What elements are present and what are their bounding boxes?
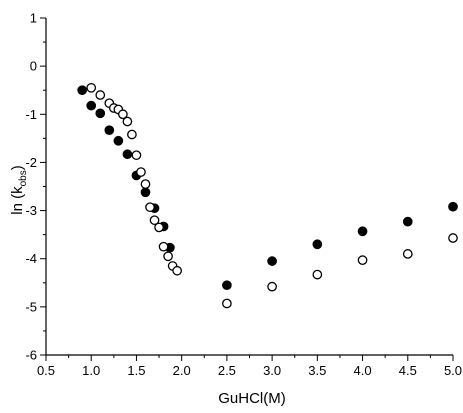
- filled-data-point: [113, 135, 124, 146]
- filled-data-point: [402, 216, 413, 227]
- filled-data-point: [77, 85, 88, 96]
- open-data-point: [131, 150, 142, 161]
- open-data-point: [127, 129, 137, 140]
- open-data-point: [158, 241, 169, 252]
- y-tick-labels: -6 -5 -4 -3 -2 -1 0 1: [25, 11, 37, 363]
- tick-marks: [40, 17, 454, 361]
- x-tick-label: 4.0: [354, 363, 372, 378]
- open-data-point: [118, 109, 128, 120]
- open-data-point: [154, 222, 164, 233]
- y-tick-label: -6: [25, 348, 37, 363]
- open-data-point: [402, 249, 413, 259]
- filled-data-point: [267, 256, 277, 266]
- x-tick-labels: 0.5 1.0 1.5 2.0 2.5 3.0 3.5 4.0 4.5 5.0: [37, 363, 462, 378]
- filled-data-point: [95, 108, 106, 119]
- x-tick-label: 3.5: [308, 363, 326, 378]
- open-data-point: [145, 202, 155, 213]
- x-tick-label: 0.5: [37, 363, 55, 378]
- filled-data-point: [222, 280, 232, 291]
- filled-data-point: [122, 149, 133, 160]
- open-data-point: [448, 233, 458, 243]
- y-tick-label: 1: [30, 11, 37, 26]
- x-tick-label: 2.0: [173, 363, 191, 378]
- y-axis-label-main: ln (k: [9, 186, 26, 215]
- x-tick-label: 1.5: [127, 363, 145, 378]
- open-data-point: [163, 251, 173, 262]
- open-data-point: [95, 90, 106, 100]
- open-data-point: [267, 281, 277, 292]
- x-tick-label: 3.0: [263, 363, 281, 378]
- x-tick-label: 4.5: [399, 363, 417, 378]
- filled-data-point: [312, 239, 323, 250]
- x-tick-label: 5.0: [444, 363, 462, 378]
- filled-data-point: [448, 201, 458, 212]
- filled-data-point: [357, 226, 368, 237]
- y-tick-label: -1: [25, 107, 37, 122]
- x-axis-label: GuHCl(M): [218, 390, 286, 407]
- open-data-point: [149, 215, 160, 226]
- open-data-point: [136, 167, 146, 177]
- y-tick-label: -3: [25, 203, 37, 218]
- open-data-point: [86, 82, 97, 93]
- filled-data-point: [104, 125, 115, 136]
- open-data-point: [122, 116, 133, 127]
- open-data-point: [312, 269, 323, 280]
- y-tick-label: -2: [25, 155, 37, 170]
- y-tick-label: -4: [25, 251, 37, 266]
- open-data-point: [222, 298, 232, 309]
- y-axis-label-subscript: obs: [18, 170, 29, 186]
- open-data-point: [357, 255, 368, 266]
- axes: [45, 18, 453, 356]
- filled-data-point: [140, 187, 151, 198]
- y-tick-label: 0: [30, 59, 37, 74]
- y-axis-label: ln (kobs): [9, 165, 29, 214]
- open-data-point: [140, 179, 151, 189]
- open-data-point: [172, 265, 182, 276]
- y-tick-label: -5: [25, 299, 37, 314]
- data-points: [77, 82, 458, 309]
- filled-data-point: [86, 100, 97, 111]
- x-tick-label: 1.0: [82, 363, 100, 378]
- y-axis-label-close: ): [9, 165, 26, 170]
- x-tick-label: 2.5: [218, 363, 236, 378]
